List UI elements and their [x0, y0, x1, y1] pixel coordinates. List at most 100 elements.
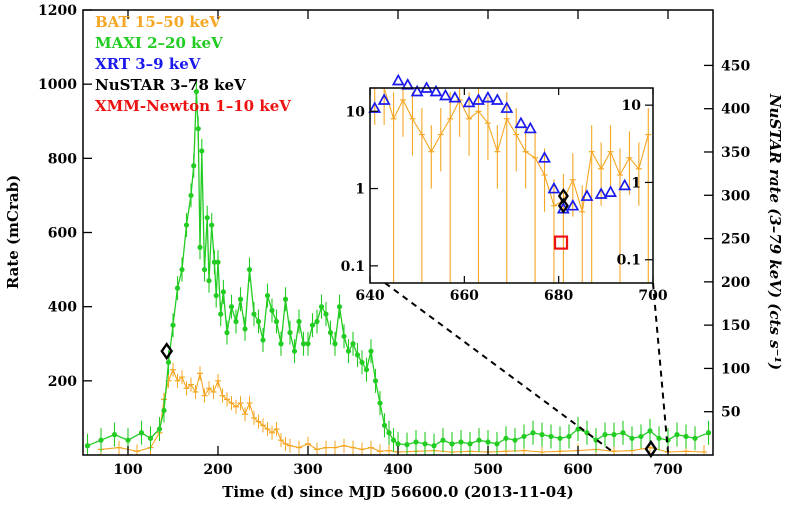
maxi-point	[206, 278, 212, 284]
y2-axis-label: NuSTAR rate (3–79 keV) (cts s⁻¹)	[766, 93, 784, 370]
maxi-point	[323, 311, 329, 317]
y2-tick-label: 300	[721, 188, 750, 204]
maxi-point	[372, 378, 379, 384]
maxi-point	[674, 432, 680, 438]
maxi-point	[174, 285, 181, 291]
maxi-point	[485, 439, 491, 445]
inset-frame	[369, 87, 654, 284]
y2-tick-label: 50	[721, 405, 741, 421]
inset-xrt-point	[566, 198, 580, 211]
maxi-point	[557, 435, 563, 441]
inset-xrt-point	[368, 101, 382, 113]
inset-xrt-point	[490, 93, 504, 105]
maxi-point	[404, 442, 410, 448]
maxi-point	[530, 430, 536, 436]
inset-x-tick-label: 700	[638, 288, 667, 304]
inset-xrt-point	[523, 121, 537, 134]
maxi-point	[300, 341, 307, 347]
maxi-point	[201, 266, 208, 273]
x-axis-label: Time (d) since MJD 56600.0 (2013-11-04)	[222, 483, 574, 501]
maxi-point	[620, 430, 626, 436]
inset-axes: 640 660 680 700 0.1 1 10 0.1 1 10	[341, 88, 668, 304]
maxi-point	[255, 318, 262, 325]
maxi-point	[683, 433, 689, 440]
maxi-point	[377, 400, 383, 406]
maxi-point	[413, 439, 419, 445]
inset-xrt-point	[391, 73, 405, 86]
maxi-point	[314, 318, 320, 325]
maxi-point	[193, 88, 199, 95]
maxi-point	[269, 307, 275, 313]
inset-xrt-point	[448, 90, 462, 103]
maxi-point	[282, 296, 289, 302]
maxi-point	[291, 348, 298, 354]
maxi-point	[305, 341, 311, 347]
maxi-point	[273, 318, 280, 325]
x-tick-label: 100	[113, 462, 142, 478]
maxi-point	[218, 311, 224, 317]
maxi-point	[204, 215, 210, 221]
inset-xrt-point	[547, 181, 561, 194]
y-tick-label: 1200	[38, 3, 77, 19]
maxi-point	[179, 266, 185, 273]
legend-item-nustar: NuSTAR 3–78 keV	[95, 76, 246, 94]
y2-tick-label: 100	[721, 361, 750, 377]
maxi-point	[138, 430, 145, 436]
inset-y2-tick-label: 0.1	[617, 253, 641, 269]
legend: BAT 15–50 keV MAXI 2–20 keV XRT 3–9 keV …	[95, 13, 291, 115]
inset-y-tick-label: 10	[346, 104, 366, 120]
maxi-point	[350, 341, 356, 347]
y2-tick-label: 350	[721, 145, 750, 161]
inset-xrt-point	[604, 185, 617, 197]
maxi-point	[215, 259, 221, 265]
nustar-point	[160, 342, 174, 361]
maxi-point	[111, 432, 118, 438]
maxi-point	[629, 435, 635, 441]
main-plot-data	[84, 79, 712, 459]
maxi-point	[449, 441, 455, 447]
maxi-point	[458, 439, 464, 445]
maxi-point	[237, 296, 244, 302]
y-tick-label: 400	[48, 300, 77, 316]
y-tick-label: 600	[48, 226, 77, 242]
maxi-point	[183, 222, 190, 228]
maxi-point	[318, 304, 325, 310]
inset-xrt-point	[514, 116, 528, 129]
x-tick-label: 200	[203, 462, 232, 478]
inset-y2-tick-label: 10	[622, 98, 642, 114]
legend-item-maxi: MAXI 2–20 keV	[95, 34, 223, 52]
maxi-point	[147, 435, 154, 441]
maxi-point	[521, 433, 527, 440]
maxi-point	[476, 437, 482, 443]
maxi-point	[363, 367, 370, 373]
y2-tick-label: 200	[721, 275, 750, 291]
maxi-point	[260, 337, 266, 343]
inset-bat-line	[374, 87, 649, 212]
maxi-point	[228, 304, 235, 310]
maxi-point	[422, 441, 428, 447]
maxi-point	[512, 437, 518, 443]
maxi-point	[296, 318, 302, 325]
y-tick-label: 800	[48, 151, 77, 167]
inset-y-tick-label: 0.1	[341, 259, 365, 275]
inset-y-tick-label: 1	[355, 182, 365, 198]
maxi-point	[197, 244, 203, 250]
inset-xrt-point	[472, 93, 485, 105]
y2-tick-label: 150	[721, 318, 750, 334]
maxi-point	[359, 359, 365, 365]
maxi-point	[156, 426, 163, 432]
x-tick-label: 500	[473, 462, 502, 478]
y2-tick-label: 450	[721, 58, 750, 74]
maxi-point	[548, 433, 554, 440]
inset-xrt-point	[618, 178, 632, 191]
maxi-point	[170, 322, 176, 328]
maxi-point	[386, 430, 392, 436]
maxi-point	[98, 437, 104, 443]
inset-xrt-point	[377, 93, 391, 105]
x-tick-label: 400	[383, 462, 412, 478]
maxi-point	[246, 266, 253, 273]
maxi-point	[220, 289, 226, 295]
maxi-point	[233, 318, 239, 325]
y-tick-label: 1000	[38, 77, 77, 93]
